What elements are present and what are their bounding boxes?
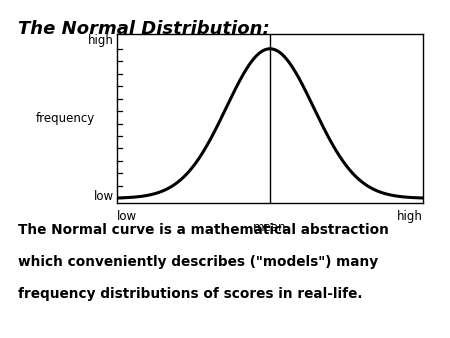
Text: low: low	[117, 210, 137, 222]
Text: frequency distributions of scores in real-life.: frequency distributions of scores in rea…	[18, 287, 363, 301]
Text: low: low	[94, 190, 114, 203]
Text: The Normal Distribution:: The Normal Distribution:	[18, 20, 270, 38]
Text: frequency: frequency	[36, 112, 94, 125]
Text: The Normal curve is a mathematical abstraction: The Normal curve is a mathematical abstr…	[18, 223, 389, 237]
Text: high: high	[88, 34, 114, 47]
Text: high: high	[397, 210, 423, 222]
Text: mean: mean	[253, 221, 287, 234]
Text: which conveniently describes ("models") many: which conveniently describes ("models") …	[18, 255, 378, 269]
